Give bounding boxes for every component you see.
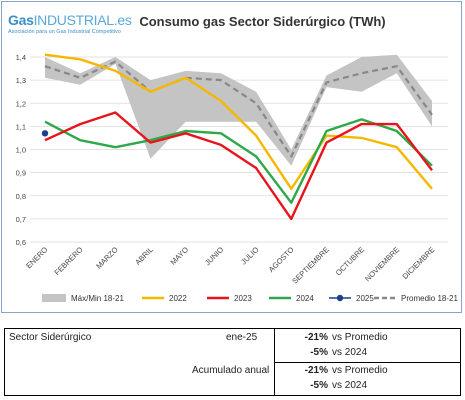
y-tick-label: 1,0 <box>16 146 26 155</box>
x-tick-label: MAYO <box>169 245 191 267</box>
logo-brand-a: Gas <box>8 12 34 28</box>
x-tick-label: NOVIEMBRE <box>363 245 401 283</box>
pct-label: vs Promedio <box>332 332 388 343</box>
summary-table: Sector Siderúrgico ene-25 Acumulado anua… <box>4 328 461 396</box>
pct-value: -5% <box>310 347 328 358</box>
chart-frame: GasINDUSTRIAL.es Asociación para un Gas … <box>1 1 462 313</box>
y-tick-label: 1,4 <box>16 53 26 62</box>
y-tick-label: 1,1 <box>16 122 26 131</box>
pct-label: vs 2024 <box>332 380 368 391</box>
logo-tagline: Asociación para un Gas Industrial Compet… <box>8 29 121 35</box>
y-tick-label: 1,3 <box>16 76 26 85</box>
legend-swatch-marker <box>336 294 344 302</box>
x-tick-label: JUNIO <box>203 245 225 267</box>
pct-value: -5% <box>310 380 328 391</box>
x-tick-label: DICIEMBRE <box>401 245 437 281</box>
x-tick-label: ENERO <box>24 245 49 270</box>
chart-svg: 0,6 0,7 0,8 0,9 1,0 1,1 1,2 1,3 1,4 ENERO FEBRERO M… <box>16 53 459 303</box>
chart-title: Consumo gas Sector Siderúrgico (TWh) <box>139 14 386 29</box>
legend-label: 2024 <box>296 294 314 303</box>
legend-label: 2025 <box>356 294 374 303</box>
x-tick-label: ABRIL <box>133 245 155 267</box>
pct-value: -21% <box>304 332 328 343</box>
accumulated-label: Acumulado anual <box>192 365 270 376</box>
legend-label: 2023 <box>234 294 252 303</box>
y-tick-label: 1,2 <box>16 99 26 108</box>
x-tick-label: AGOSTO <box>267 245 296 274</box>
legend-label: Promedio 18-21 <box>401 294 458 303</box>
sector-label: Sector Siderúrgico <box>9 332 92 343</box>
period-label: ene-25 <box>226 332 258 343</box>
series-line-2024 <box>44 118 433 204</box>
series-line-2023 <box>44 111 433 221</box>
logo: GasINDUSTRIAL.es <box>8 12 132 28</box>
y-tick-label: 0,7 <box>16 215 26 224</box>
x-tick-label: OCTUBRE <box>334 245 366 277</box>
y-tick-label: 0,8 <box>16 192 26 201</box>
pct-label: vs Promedio <box>332 365 388 376</box>
pct-label: vs 2024 <box>332 347 368 358</box>
y-tick-label: 0,9 <box>16 169 26 178</box>
legend-swatch-band <box>42 294 66 302</box>
x-tick-label: SEPTIEMBRE <box>290 245 331 286</box>
legend-label: Máx/Min 18-21 <box>71 294 124 303</box>
series-line-2022 <box>44 53 433 191</box>
series-line-promedio-18-21 <box>44 60 433 158</box>
table-divider-h <box>274 362 460 363</box>
x-tick-label: JULIO <box>239 245 261 267</box>
x-tick-label: MARZO <box>94 245 120 271</box>
y-tick-label: 0,6 <box>16 238 26 247</box>
logo-brand-c: .es <box>113 12 132 28</box>
band-max-min-area <box>45 54 432 166</box>
data-point-2025 <box>41 130 49 137</box>
legend-label: 2022 <box>169 294 187 303</box>
x-tick-label: FEBRERO <box>53 245 85 277</box>
logo-brand-b: INDUSTRIAL <box>33 12 115 28</box>
pct-value: -21% <box>304 365 328 376</box>
